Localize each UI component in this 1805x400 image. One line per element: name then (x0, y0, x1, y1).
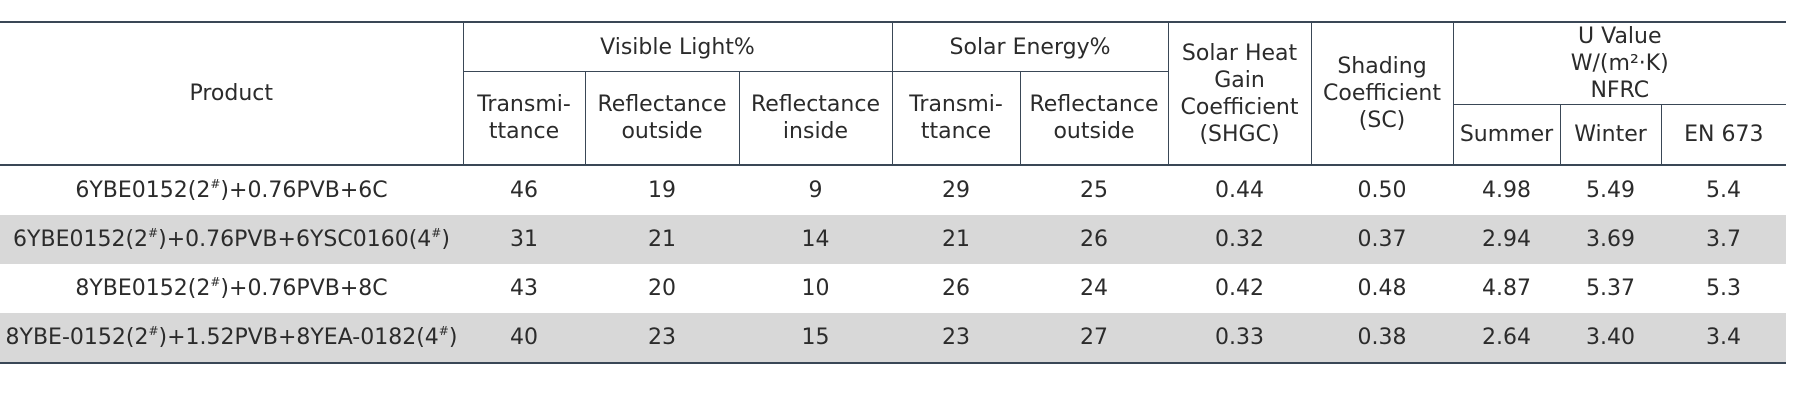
value-cell: 4.87 (1482, 276, 1531, 301)
value-cell: 31 (463, 215, 585, 264)
value-cell: 0.48 (1357, 276, 1407, 301)
header-cell: Summer (1452, 104, 1561, 165)
value-cell: 29 (942, 178, 970, 203)
table-row: 6YBE0152(2#)+0.76PVB+6C 46 19 9 29 25 0.44 0.50… (0, 165, 1786, 215)
value-cell: 0.42 (1215, 276, 1264, 301)
header-cell: EN 673 (1660, 104, 1787, 165)
value-cell: 0.50 (1357, 178, 1407, 203)
value-cell: 21 (892, 215, 1020, 264)
product-cell: 6YBE0152(2#)+0.76PVB+6C (75, 177, 388, 203)
value-cell: 5.49 (1586, 178, 1635, 203)
table-row: 8YBE-0152(2#)+1.52PVB+8YEA-0182(4#) 40 23 1… (0, 313, 1787, 363)
header-cell: Solar Heat Gain Coefficient (SHGC) (1167, 22, 1312, 165)
product-cell: 6YBE0152(2#)+0.76PVB+6YSC0160(4#) (0, 215, 463, 264)
header-cell: Transmi- ttance (891, 71, 1020, 165)
value-cell: 46 (510, 178, 538, 203)
value-cell: 3.7 (1661, 215, 1787, 264)
value-cell: 23 (892, 313, 1020, 363)
value-cell: 0.37 (1311, 215, 1454, 264)
performance-table: Product Visible Light% Solar Energy% Sol… (0, 21, 1787, 364)
value-cell: 0.33 (1168, 313, 1312, 363)
table-body: 6YBE0152(2#)+0.76PVB+6C 46 19 9 29 25 0.44 0.50… (0, 165, 1787, 363)
value-cell: 15 (739, 313, 892, 363)
header-cell: U Value W/(m²·K) NFRC (1452, 22, 1787, 105)
table-header: Product Visible Light% Solar Energy% Sol… (0, 22, 1787, 165)
value-cell: 9 (808, 178, 823, 203)
table-row: 8YBE0152(2#)+0.76PVB+8C 43 20 10 26 24 0.42 0.4… (0, 264, 1786, 313)
value-cell: 23 (585, 313, 739, 363)
product-cell: 8YBE0152(2#)+0.76PVB+8C (75, 275, 388, 301)
value-cell: 24 (1080, 276, 1108, 301)
header-cell: Reflectance outside (584, 71, 739, 165)
value-cell: 3.4 (1661, 313, 1787, 363)
value-cell: 26 (942, 276, 970, 301)
header-cell: Winter (1559, 104, 1662, 165)
value-cell: 27 (1020, 313, 1169, 363)
value-cell: 14 (739, 215, 892, 264)
value-cell: 40 (463, 313, 585, 363)
value-cell: 5.3 (1706, 276, 1742, 301)
table-row: 6YBE0152(2#)+0.76PVB+6YSC0160(4#) 31 21 14 2… (0, 215, 1787, 264)
value-cell: 2.94 (1453, 215, 1561, 264)
value-cell: 5.4 (1706, 178, 1742, 203)
value-cell: 10 (801, 276, 830, 301)
value-cell: 21 (585, 215, 739, 264)
value-cell: 0.38 (1311, 313, 1454, 363)
value-cell: 5.37 (1586, 276, 1635, 301)
value-cell: 26 (1020, 215, 1169, 264)
value-cell: 3.69 (1560, 215, 1662, 264)
header-cell: Reflectance inside (738, 71, 892, 165)
value-cell: 19 (648, 178, 676, 203)
value-cell: 43 (510, 276, 538, 301)
value-cell: 25 (1080, 178, 1108, 203)
header-cell: Transmi- ttance (462, 71, 585, 165)
value-cell: 4.98 (1482, 178, 1531, 203)
header-cell: Product (189, 81, 274, 106)
value-cell: 2.64 (1453, 313, 1561, 363)
value-cell: 0.32 (1168, 215, 1312, 264)
value-cell: 0.44 (1215, 178, 1264, 203)
header-cell: Shading Coefficient (SC) (1310, 22, 1454, 165)
header-cell: Reflectance outside (1019, 71, 1169, 165)
header-cell: Solar Energy% (891, 22, 1169, 72)
value-cell: 3.40 (1560, 313, 1662, 363)
product-cell: 8YBE-0152(2#)+1.52PVB+8YEA-0182(4#) (0, 313, 463, 363)
value-cell: 20 (648, 276, 676, 301)
header-cell: Visible Light% (462, 22, 892, 72)
